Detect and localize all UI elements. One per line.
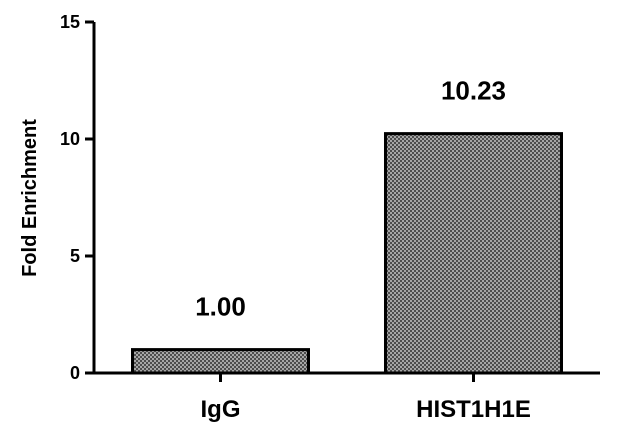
- y-axis-title: Fold Enrichment: [19, 119, 41, 277]
- bar-igg: [131, 348, 310, 375]
- bar-value-label: 10.23: [441, 76, 506, 106]
- y-tick-label: 0: [70, 363, 80, 383]
- bar-hist1h1e: [384, 132, 563, 375]
- y-tick-label: 10: [60, 129, 80, 149]
- bars: 1.00 10.23: [131, 76, 563, 375]
- x-tick-label: IgG: [201, 396, 241, 423]
- x-axis: IgG HIST1H1E: [94, 371, 600, 423]
- bar-value-label: 1.00: [195, 292, 246, 322]
- x-tick-label: HIST1H1E: [416, 396, 531, 423]
- y-tick-label: 15: [60, 12, 80, 32]
- y-axis: 0 5 10 15: [60, 12, 96, 383]
- y-tick-label: 5: [70, 246, 80, 266]
